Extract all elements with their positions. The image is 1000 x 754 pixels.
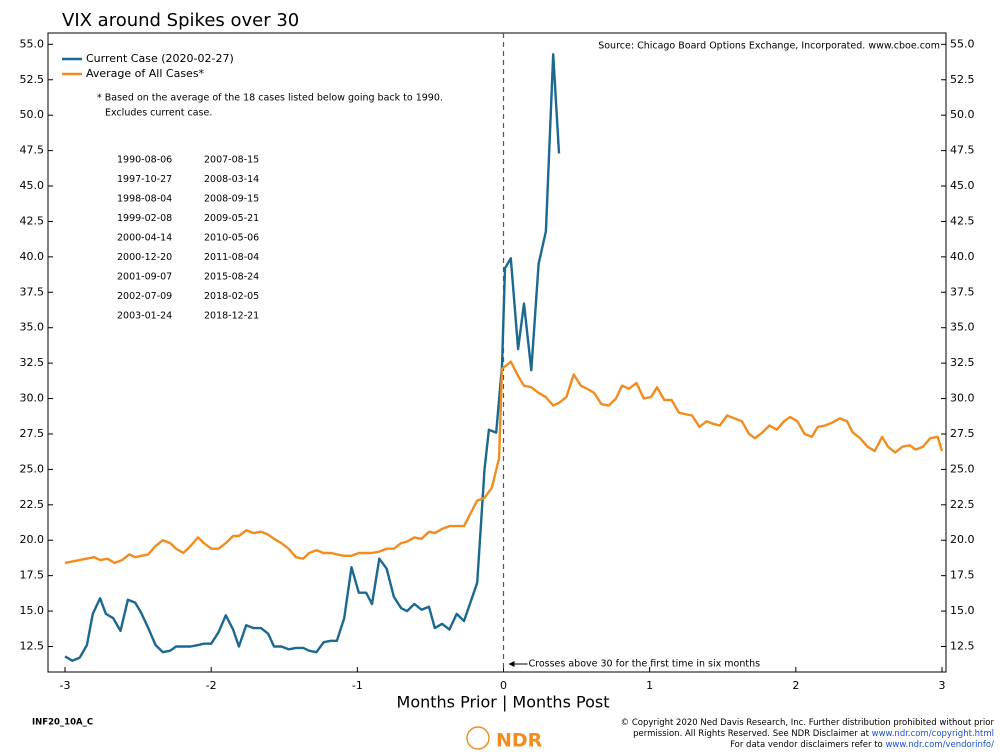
case-date: 2002-07-09 (117, 291, 172, 302)
y-tick-label: 17.5 (950, 569, 975, 582)
x-tick-label: -3 (60, 679, 71, 692)
y-tick-label: 55.0 (950, 37, 975, 50)
case-date: 2000-04-14 (117, 233, 172, 244)
y-tick-label: 15.0 (20, 604, 45, 617)
y-tick-label: 32.5 (950, 356, 975, 369)
case-date: 2010-05-06 (204, 233, 259, 244)
case-date: 2001-09-07 (117, 272, 172, 283)
y-tick-label: 52.5 (950, 73, 975, 86)
legend-label: Current Case (2020-02-27) (86, 52, 234, 65)
copyright-text: For data vendor disclaimers refer to (730, 740, 885, 750)
logo-icon (466, 726, 490, 750)
note: Excludes current case. (105, 108, 212, 119)
case-date: 1997-10-27 (117, 174, 172, 185)
case-date: 2003-01-24 (117, 311, 172, 322)
y-tick-label: 20.0 (950, 533, 975, 546)
chart-code: INF20_10A_C (32, 718, 93, 728)
series-line (64, 360, 944, 565)
x-tick-label: 3 (939, 679, 946, 692)
series-line (64, 53, 561, 662)
logo: NDR (466, 726, 543, 752)
case-date: 2007-08-15 (204, 155, 259, 166)
y-tick-label: 27.5 (20, 427, 45, 440)
y-tick-label: 40.0 (20, 250, 45, 263)
case-date: 2008-03-14 (204, 174, 259, 185)
case-date: 1990-08-06 (117, 155, 172, 166)
y-tick-label: 50.0 (950, 108, 975, 121)
annotation: Crosses above 30 for the first time in s… (529, 659, 761, 670)
y-tick-label: 17.5 (20, 569, 45, 582)
legend-label: Average of All Cases* (86, 67, 205, 80)
case-date: 2000-12-20 (117, 252, 172, 263)
y-tick-label: 45.0 (950, 179, 975, 192)
case-date: 2011-08-04 (204, 252, 259, 263)
case-date: 2009-05-21 (204, 213, 259, 224)
y-tick-label: 12.5 (950, 639, 975, 652)
y-tick-label: 47.5 (20, 144, 45, 157)
y-tick-label: 12.5 (20, 639, 45, 652)
case-date: 1999-02-08 (117, 213, 172, 224)
copyright-link: www.ndr.com/copyright.html (872, 729, 994, 739)
source: Source: Chicago Board Options Exchange, … (598, 41, 940, 52)
y-tick-label: 45.0 (20, 179, 45, 192)
x-tick-label: 0 (500, 679, 507, 692)
chart-title: VIX around Spikes over 30 (62, 10, 299, 31)
y-tick-label: 37.5 (20, 285, 45, 298)
x-tick-label: 2 (792, 679, 799, 692)
x-axis-label: Months Prior | Months Post (397, 693, 610, 712)
note: * Based on the average of the 18 cases l… (97, 93, 443, 104)
case-date: 2018-02-05 (204, 291, 259, 302)
case-date: 1998-08-04 (117, 194, 172, 205)
case-date: 2015-08-24 (204, 272, 259, 283)
x-tick-label: -2 (206, 679, 217, 692)
y-tick-label: 30.0 (20, 392, 45, 405)
y-tick-label: 22.5 (950, 498, 975, 511)
y-tick-label: 27.5 (950, 427, 975, 440)
plot-frame (47, 32, 947, 673)
copyright: For data vendor disclaimers refer to www… (730, 740, 994, 750)
y-tick-label: 47.5 (950, 144, 975, 157)
case-date: 2008-09-15 (204, 194, 259, 205)
case-date: 2018-12-21 (204, 311, 259, 322)
y-tick-label: 35.0 (950, 321, 975, 334)
y-tick-label: 42.5 (20, 214, 45, 227)
y-tick-label: 55.0 (20, 37, 45, 50)
x-tick-label: -1 (352, 679, 363, 692)
y-tick-label: 35.0 (20, 321, 45, 334)
y-tick-label: 25.0 (20, 462, 45, 475)
y-tick-label: 52.5 (20, 73, 45, 86)
y-tick-label: 42.5 (950, 214, 975, 227)
copyright-link: www.ndr.com/vendorinfo/ (885, 740, 994, 750)
y-tick-label: 20.0 (20, 533, 45, 546)
y-tick-label: 32.5 (20, 356, 45, 369)
y-tick-label: 30.0 (950, 392, 975, 405)
x-tick-label: 1 (646, 679, 653, 692)
y-tick-label: 37.5 (950, 285, 975, 298)
copyright: permission. All Rights Reserved. See NDR… (633, 729, 994, 739)
logo-text: NDR (496, 730, 543, 752)
copyright-text: permission. All Rights Reserved. See NDR… (633, 729, 872, 739)
y-tick-label: 40.0 (950, 250, 975, 263)
y-tick-label: 25.0 (950, 462, 975, 475)
copyright-text: © Copyright 2020 Ned Davis Research, Inc… (621, 718, 995, 728)
copyright: © Copyright 2020 Ned Davis Research, Inc… (621, 718, 995, 728)
y-tick-label: 50.0 (20, 108, 45, 121)
y-tick-label: 22.5 (20, 498, 45, 511)
y-tick-label: 15.0 (950, 604, 975, 617)
annotation-arrowhead (508, 661, 515, 667)
